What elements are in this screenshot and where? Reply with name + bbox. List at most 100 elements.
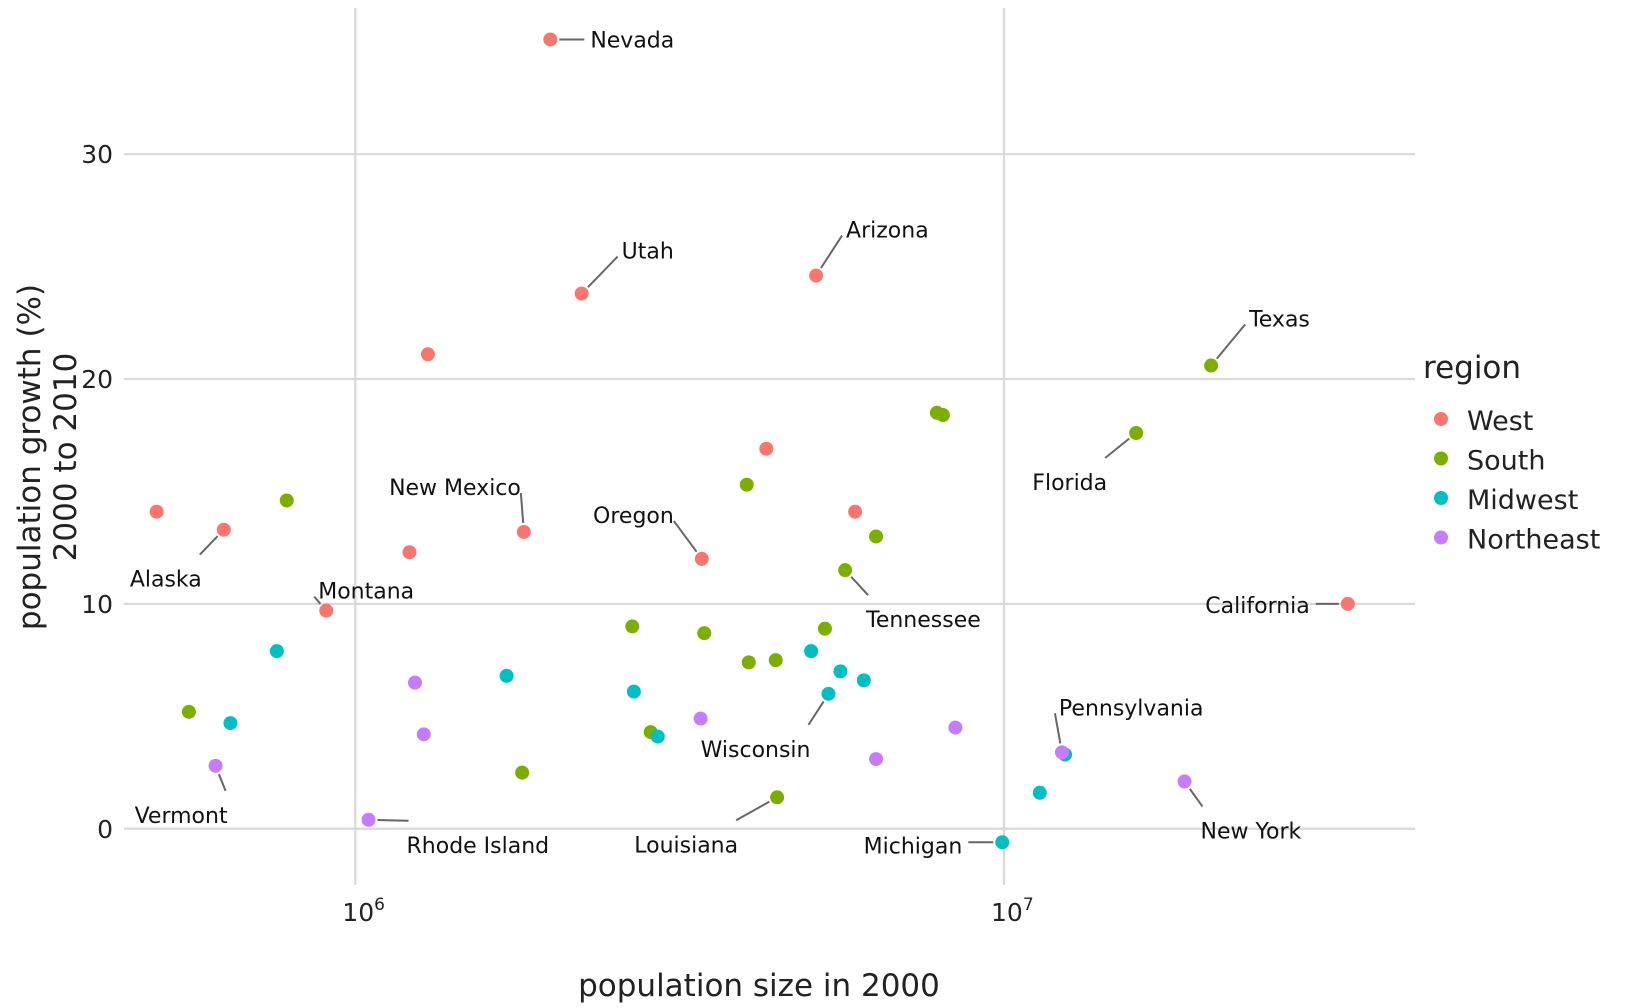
legend-label-midwest: Midwest [1467,485,1578,516]
legend-label-west: West [1467,406,1533,437]
legend-key-northeast [1434,530,1448,545]
leader-line-new-mexico [519,492,525,524]
x-tick-label: 107 [991,895,1034,927]
y-tick-label: 0 [97,815,113,844]
point-west-3 [420,347,435,362]
point-south-27 [741,655,756,670]
point-south-22 [817,621,832,636]
point-midwest-40 [650,729,665,744]
leader-line-oregon [673,520,698,553]
leader-line-arizona [820,235,843,269]
point-south-45 [515,765,530,780]
point-midwest-30 [856,673,871,688]
leader-line-pennsylvania [1053,713,1062,744]
point-midwest-29 [499,668,514,683]
axis-ticks: 0 10 20 30 106 107 [81,140,1033,927]
point-south-21 [625,619,640,634]
point-texas [1204,358,1219,373]
point-midwest-32 [626,684,641,699]
point-label-new-mexico: New Mexico [389,476,521,501]
legend-label-south: South [1467,446,1545,477]
point-alaska [216,522,231,537]
point-south-9 [739,477,754,492]
point-florida [1129,426,1144,441]
leader-line-louisiana [735,800,770,822]
point-label-pennsylvania: Pennsylvania [1059,696,1204,721]
point-label-michigan: Michigan [864,834,963,859]
grid-lines [124,8,1415,885]
y-tick-label: 20 [81,365,113,394]
y-axis-title-line-2: 2000 to 2010 [48,353,84,562]
point-midwest-47 [1032,785,1047,800]
point-label-utah: Utah [622,240,674,265]
point-label-california: California [1205,594,1309,619]
leader-line-tennessee [850,576,869,596]
y-tick-label: 10 [81,590,113,619]
point-northeast-35 [693,711,708,726]
point-midwest-24 [269,644,284,659]
data-points [149,32,1355,850]
leader-line-wisconsin [807,700,825,726]
legend-title: region [1423,350,1521,386]
point-arizona [809,268,824,283]
leader-line-new-york [1188,788,1204,808]
point-tennessee [838,563,853,578]
point-utah [574,286,589,301]
point-pennsylvania [1054,745,1069,760]
legend-key-south [1434,451,1448,466]
point-northeast-31 [408,675,423,690]
point-nevada [543,32,558,47]
point-label-oregon: Oregon [593,504,674,529]
point-label-wisconsin: Wisconsin [701,738,811,763]
leader-line-montana [313,596,322,605]
leader-line-vermont [217,773,227,792]
leader-line-florida [1104,437,1130,459]
point-wisconsin [821,686,836,701]
legend-label-northeast: Northeast [1467,525,1600,556]
point-label-nevada: Nevada [590,28,674,53]
legend-key-west [1434,412,1448,426]
point-label-arizona: Arizona [846,219,929,244]
point-michigan [995,835,1010,850]
point-south-26 [768,653,783,668]
leader-line-rhode-island [377,819,409,822]
point-northeast-43 [869,752,884,767]
label-leader-lines [199,38,1339,844]
point-south-15 [869,529,884,544]
point-montana [319,603,334,618]
x-axis-title: population size in 2000 [578,968,940,1004]
point-label-florida: Florida [1032,471,1107,496]
leader-line-utah [587,255,619,288]
point-label-rhode-island: Rhode Island [407,834,550,859]
point-california [1340,596,1355,611]
y-axis-title-line-1: population growth (%) [12,284,48,630]
point-label-louisiana: Louisiana [634,833,738,858]
point-west-16 [402,545,417,560]
y-tick-label: 30 [81,140,113,169]
point-midwest-28 [833,664,848,679]
point-west-8 [759,441,774,456]
leader-line-texas [1216,323,1246,360]
point-new-york [1177,774,1192,789]
point-label-texas: Texas [1248,308,1310,333]
point-midwest-25 [804,644,819,659]
point-label-vermont: Vermont [135,804,228,829]
point-new-mexico [516,524,531,539]
point-south-6 [935,408,950,423]
y-axis-title: population growth (%) 2000 to 2010 [12,284,84,630]
point-west-11 [149,504,164,519]
point-west-12 [848,504,863,519]
point-vermont [208,758,223,773]
point-south-34 [181,704,196,719]
point-labels: Nevada Utah Arizona Texas Florida Alaska New M… [130,28,1310,859]
legend: region West South Midwest Northeast [1423,350,1600,556]
point-label-tennessee: Tennessee [865,608,981,633]
point-label-alaska: Alaska [130,568,202,593]
point-south-23 [697,626,712,641]
point-south-10 [279,493,294,508]
point-label-new-york: New York [1201,820,1302,845]
point-label-montana: Montana [318,580,414,605]
point-rhode-island [361,812,376,827]
point-northeast-39 [416,727,431,742]
